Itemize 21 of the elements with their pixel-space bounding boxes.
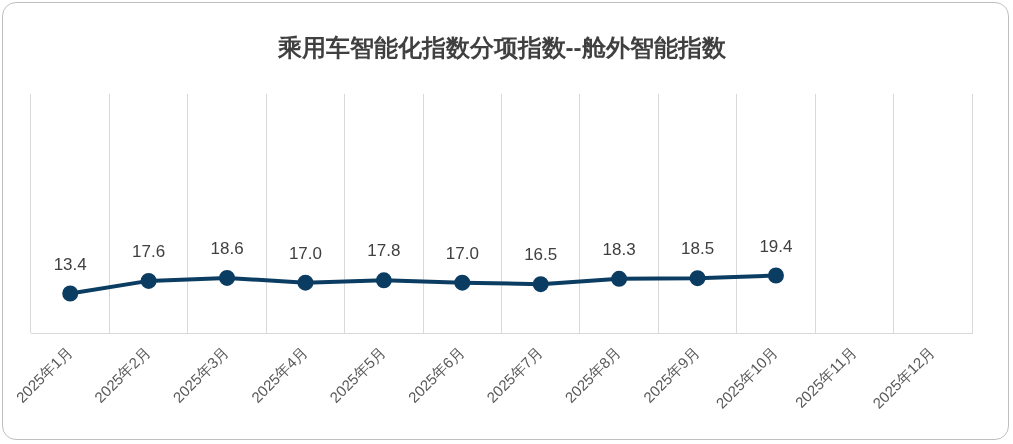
data-label: 18.6 [210, 239, 244, 259]
point [611, 270, 628, 287]
point [375, 272, 392, 289]
data-label: 16.5 [524, 245, 558, 265]
data-label: 13.4 [53, 254, 87, 274]
point [297, 274, 314, 291]
point [689, 270, 706, 287]
data-label: 17.0 [288, 243, 323, 263]
data-label: 17.8 [367, 241, 401, 261]
data-label: 17.0 [445, 243, 479, 263]
point [219, 269, 236, 286]
data-label: 18.3 [602, 239, 636, 259]
data-label: 19.4 [759, 236, 793, 256]
data-label: 18.5 [680, 239, 715, 259]
point [767, 267, 784, 284]
data-label: 17.6 [132, 242, 166, 262]
point [140, 272, 157, 289]
point [532, 276, 549, 293]
point [62, 285, 79, 302]
chart-title: 乘用车智能化指数分项指数--舱外智能指数 [276, 34, 727, 62]
point [454, 274, 471, 291]
